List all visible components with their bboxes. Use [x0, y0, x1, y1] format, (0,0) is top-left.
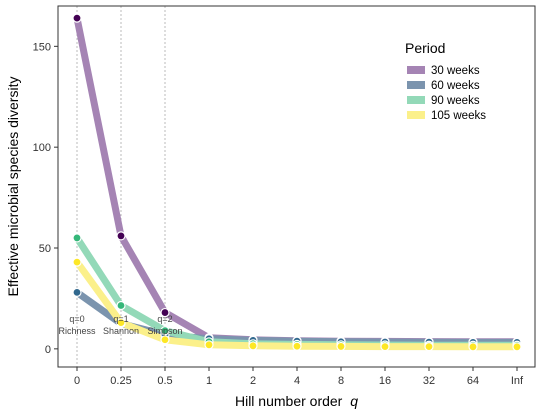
x-tick-label-10: Inf — [511, 375, 524, 387]
x-axis-label-text: Hill number order — [235, 393, 343, 409]
series-points — [72, 13, 522, 352]
x-tick-label-6: 8 — [338, 375, 344, 387]
legend-label-1: 60 weeks — [431, 80, 480, 92]
x-tick-label-8: 32 — [423, 375, 435, 387]
reference-label-bottom-0: Richness — [58, 326, 96, 336]
legend: Period 30 weeks 60 weeks 90 weeks 105 weeks — [405, 40, 486, 122]
reference-label-top-1: q=1 — [113, 314, 128, 324]
series-point-3-10 — [512, 342, 522, 352]
reference-label-top-2: q=2 — [157, 314, 172, 324]
series-point-3-5 — [292, 341, 302, 351]
series-point-0-0 — [72, 13, 82, 23]
reference-label-top-0: q=0 — [69, 314, 84, 324]
y-axis: 0 50 100 150 — [33, 41, 58, 356]
y-tick-label-0: 0 — [45, 344, 51, 356]
x-tick-label-0: 0 — [74, 375, 80, 387]
reference-label-bottom-1: Shannon — [103, 326, 139, 336]
x-tick-label-5: 4 — [294, 375, 300, 387]
series-point-3-9 — [468, 342, 478, 352]
y-axis-label: Effective microbial species diversity — [5, 77, 21, 297]
legend-key-2 — [407, 96, 425, 104]
x-tick-label-7: 16 — [379, 375, 391, 387]
series-point-3-1 — [116, 318, 126, 328]
y-tick-label-2: 100 — [33, 142, 51, 154]
series-point-3-0 — [72, 257, 82, 267]
legend-key-1 — [407, 81, 425, 89]
x-axis: 0 0.25 0.5 1 2 4 8 16 32 64 Inf — [74, 367, 524, 387]
reference-lines — [76, 6, 166, 367]
x-axis-label-italic: q — [350, 393, 358, 409]
x-tick-label-9: 64 — [467, 375, 479, 387]
series-point-0-1 — [116, 231, 126, 241]
series-point-3-4 — [248, 341, 258, 351]
series-point-2-1 — [116, 300, 126, 311]
y-tick-label-3: 150 — [33, 41, 51, 53]
series-point-1-0 — [72, 287, 82, 297]
series-point-3-8 — [424, 342, 434, 352]
series-point-3-6 — [336, 341, 346, 352]
x-tick-label-2: 0.5 — [157, 375, 172, 387]
series-point-3-7 — [380, 342, 390, 352]
x-axis-label: Hill number order q — [235, 393, 358, 409]
legend-label-2: 90 weeks — [431, 95, 480, 107]
legend-title: Period — [405, 40, 445, 56]
series-point-2-0 — [72, 233, 82, 243]
series-point-2-2 — [160, 326, 170, 336]
series-point-3-3 — [204, 340, 214, 350]
legend-key-0 — [407, 66, 425, 74]
y-tick-label-1: 50 — [39, 243, 51, 255]
legend-label-3: 105 weeks — [431, 110, 486, 122]
legend-label-0: 30 weeks — [431, 65, 480, 77]
x-tick-label-1: 0.25 — [110, 375, 131, 387]
series-point-0-2 — [160, 307, 170, 318]
x-tick-label-4: 2 — [250, 375, 256, 387]
legend-key-3 — [407, 111, 425, 119]
reference-labels: q=0 Richness q=1 Shannon q=2 Simpson — [58, 314, 182, 336]
reference-label-bottom-2: Simpson — [147, 326, 182, 336]
x-tick-label-3: 1 — [206, 375, 212, 387]
series-point-3-2 — [160, 335, 170, 345]
